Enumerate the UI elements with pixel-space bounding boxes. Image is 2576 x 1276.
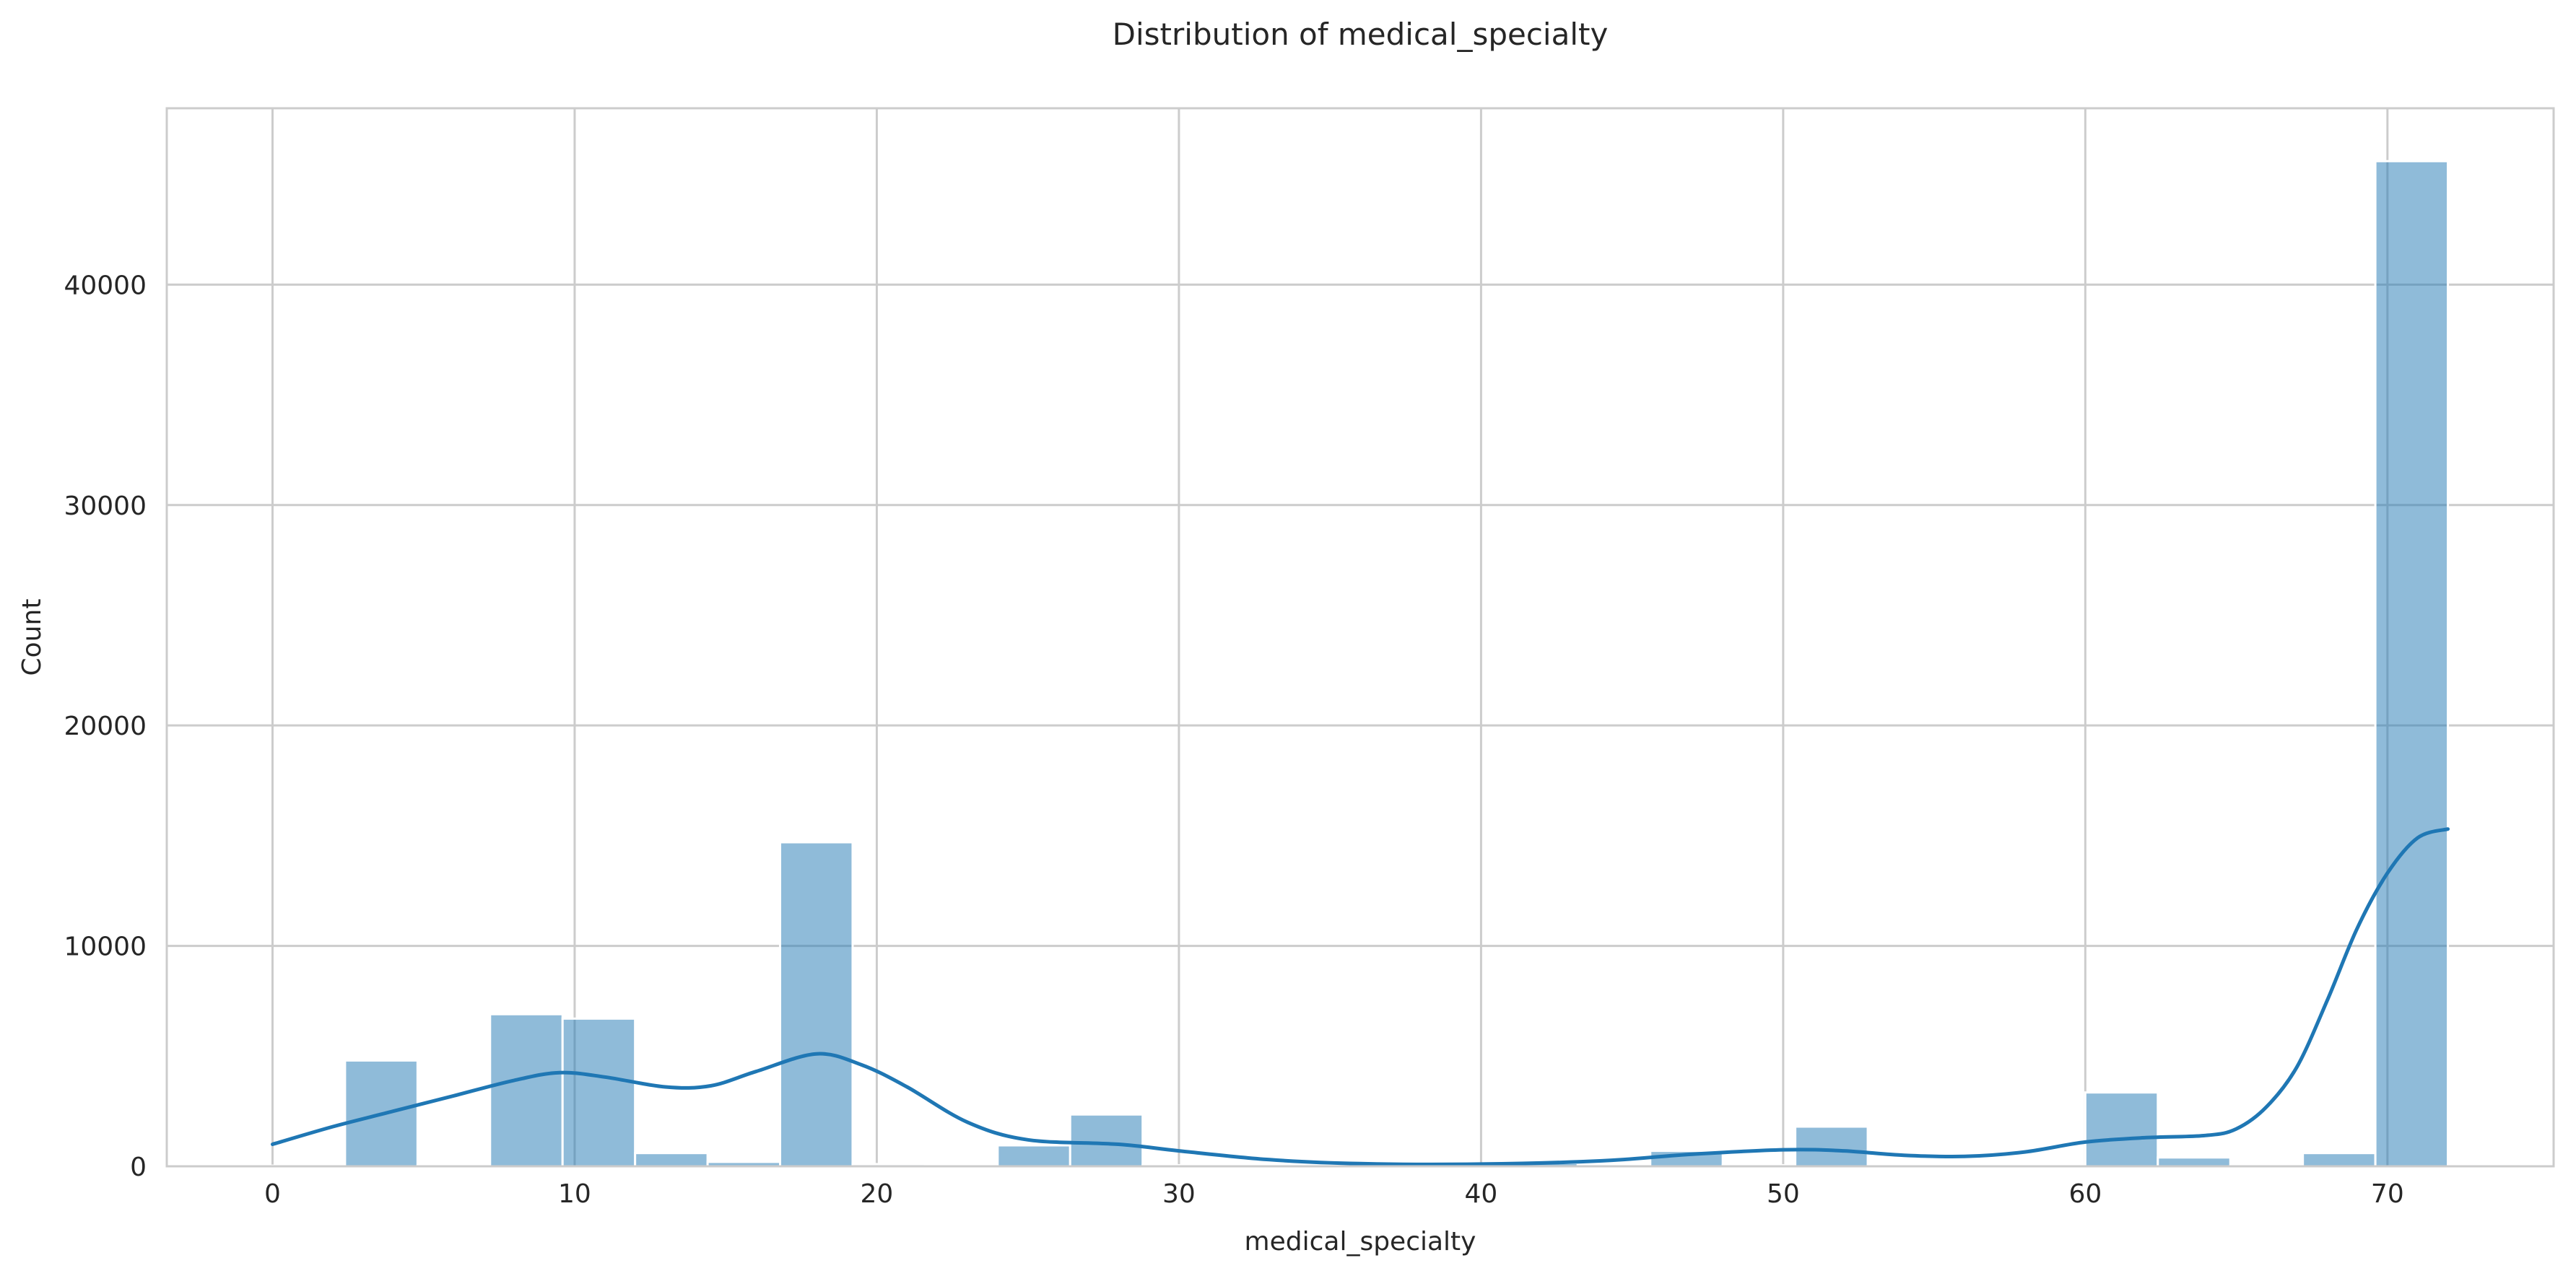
- x-tick-label: 20: [861, 1179, 894, 1209]
- histogram-bar: [2302, 1152, 2377, 1168]
- x-tick-label: 0: [264, 1179, 281, 1209]
- histogram-bar: [996, 1144, 1071, 1168]
- histogram-bar: [1794, 1125, 1869, 1168]
- histogram-bar: [2084, 1091, 2159, 1168]
- histogram-bars: [271, 160, 2450, 1168]
- kde-line: [271, 827, 2450, 1166]
- y-axis-label: Count: [17, 599, 47, 676]
- histogram-bar: [1069, 1113, 1144, 1168]
- x-tick-label: 60: [2068, 1179, 2102, 1209]
- x-tick-label: 10: [558, 1179, 591, 1209]
- chart-title: Distribution of medical_specialty: [1113, 17, 1609, 52]
- x-tick-label: 50: [1767, 1179, 1800, 1209]
- histogram-bar: [2374, 160, 2450, 1168]
- histogram-bar: [2157, 1156, 2232, 1168]
- x-tick-label: 70: [2371, 1179, 2404, 1209]
- histogram-bar: [489, 1013, 564, 1168]
- plot-frame: [165, 107, 2555, 1168]
- y-tick-label: 0: [130, 1153, 147, 1182]
- y-tick-label: 20000: [64, 712, 147, 741]
- x-tick-label: 40: [1464, 1179, 1497, 1209]
- histogram-bar: [561, 1017, 637, 1168]
- histogram-bar: [634, 1152, 709, 1168]
- histogram-bar: [779, 841, 854, 1168]
- y-tick-label: 10000: [64, 932, 147, 962]
- tick-labels: 0 10 20 30 40 50 60 70 0 10000 20000 30000 40000: [64, 271, 2403, 1209]
- x-tick-label: 30: [1162, 1179, 1196, 1209]
- x-axis-label: medical_specialty: [1245, 1227, 1476, 1257]
- y-tick-label: 30000: [64, 491, 147, 521]
- y-tick-label: 40000: [64, 271, 147, 300]
